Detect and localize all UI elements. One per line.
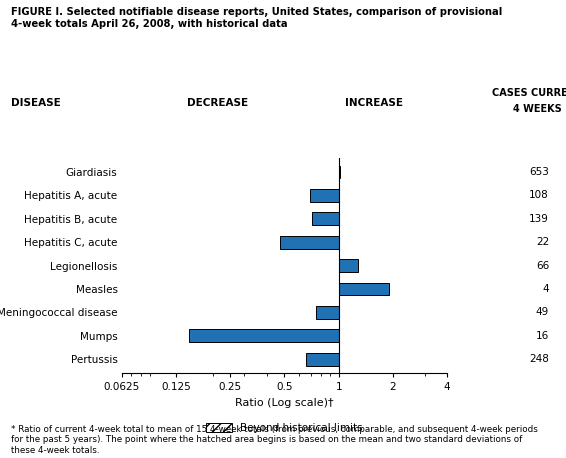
Bar <box>312 213 338 225</box>
Bar <box>338 166 340 179</box>
Text: * Ratio of current 4-week total to mean of 15 4-week totals (from previous, comp: * Ratio of current 4-week total to mean … <box>11 425 538 455</box>
Bar <box>316 306 338 319</box>
Bar <box>306 353 338 365</box>
Text: 49: 49 <box>536 307 549 317</box>
Text: FIGURE I. Selected notifiable disease reports, United States, comparison of prov: FIGURE I. Selected notifiable disease re… <box>11 7 503 17</box>
Text: 248: 248 <box>529 354 549 364</box>
Text: 108: 108 <box>529 191 549 201</box>
Text: 66: 66 <box>536 261 549 271</box>
Text: DISEASE: DISEASE <box>11 98 61 108</box>
Text: CASES CURRENT: CASES CURRENT <box>492 88 566 98</box>
Bar <box>189 329 338 342</box>
Text: 653: 653 <box>529 167 549 177</box>
Text: INCREASE: INCREASE <box>345 98 402 108</box>
X-axis label: Ratio (Log scale)†: Ratio (Log scale)† <box>235 398 334 408</box>
Text: 4: 4 <box>542 284 549 294</box>
Text: 22: 22 <box>536 237 549 247</box>
Bar <box>338 259 358 272</box>
Text: 4 WEEKS: 4 WEEKS <box>513 104 562 114</box>
Text: 4-week totals April 26, 2008, with historical data: 4-week totals April 26, 2008, with histo… <box>11 19 288 29</box>
Text: DECREASE: DECREASE <box>187 98 248 108</box>
Text: 16: 16 <box>536 331 549 341</box>
Bar <box>310 189 338 202</box>
Text: 139: 139 <box>529 214 549 224</box>
Bar <box>338 283 389 295</box>
Legend: Beyond historical limits: Beyond historical limits <box>201 418 367 437</box>
Bar <box>280 236 338 249</box>
